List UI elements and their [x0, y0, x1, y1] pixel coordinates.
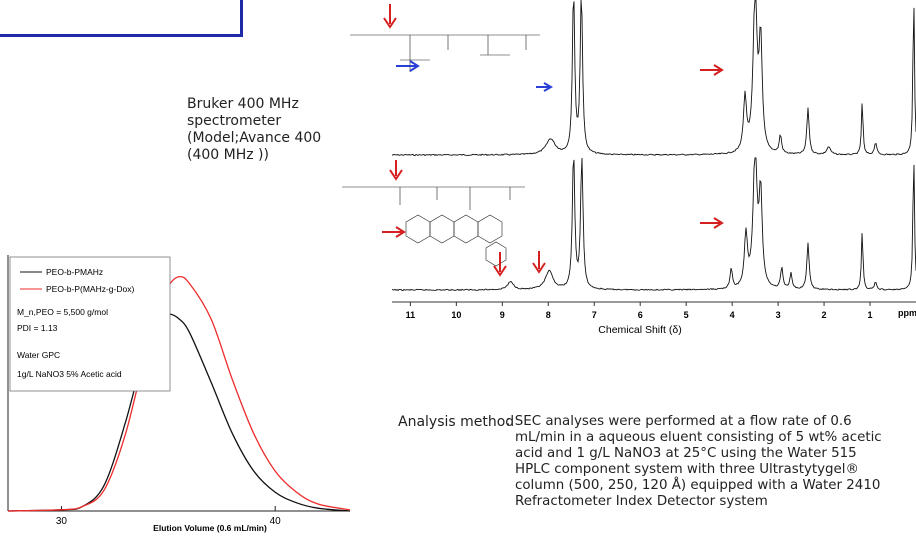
structure-bottom — [342, 186, 525, 267]
arrow-right-icon — [700, 217, 724, 229]
gpc-x-tick-label: 40 — [270, 516, 282, 527]
analysis-description: : SEC analyses were performed at a flow … — [506, 414, 906, 510]
gpc-annotation-mn: M_n,PEO = 5,500 g/mol — [17, 307, 108, 317]
nmr-unit-label: ppm — [898, 308, 916, 318]
analysis-line: column (500, 250, 120 Å) equipped with a… — [515, 478, 881, 493]
analysis-line: acid and 1 g/L NaNO3 at 25°C using the W… — [515, 446, 857, 461]
spectrometer-line: spectrometer — [187, 113, 282, 129]
nmr-xlabel: Chemical Shift (δ) — [598, 324, 681, 336]
spectrometer-line: (400 MHz )) — [187, 147, 269, 163]
spectrometer-line: Bruker 400 MHz — [187, 96, 299, 112]
arrow-down-icon — [383, 4, 397, 29]
analysis-label-text: Analysis method — [398, 414, 515, 430]
arrow-right-icon — [382, 226, 406, 238]
spectrometer-note: Bruker 400 MHz spectrometer (Model;Avanc… — [187, 96, 357, 164]
nmr-x-tick-label: 8 — [546, 310, 551, 320]
nmr-x-tick-label: 11 — [406, 310, 416, 320]
nmr-chart: 11 10 9 8 7 6 5 4 3 2 1 ppm Chemical Shift (δ) — [342, 0, 916, 336]
gpc-series-line — [7, 313, 351, 512]
legend-label: PEO-b-P(MAHz-g-Dox) — [46, 284, 134, 294]
legend-label: PEO-b-PMAHz — [46, 267, 103, 277]
nmr-x-tick-label: 10 — [451, 310, 461, 320]
gpc-annotation-pdi: PDI = 1.13 — [17, 323, 58, 333]
gpc-legend: PEO-b-PMAHz PEO-b-P(MAHz-g-Dox) M_n,PEO … — [9, 256, 171, 392]
gpc-legend-box — [9, 256, 171, 392]
analysis-label: Analysis method — [398, 414, 514, 430]
arrow-down-icon — [493, 252, 507, 277]
nmr-spectrum-line — [391, 0, 916, 157]
gpc-series-line — [7, 275, 351, 512]
nmr-x-tick-label: 1 — [868, 310, 873, 320]
gpc-chart: 30 40 Elution Volume (0.6 mL/min) PEO-b-P… — [7, 255, 351, 533]
nmr-ticks: 11 10 9 8 7 6 5 4 3 2 1 — [406, 302, 873, 320]
gpc-xlabel: Elution Volume (0.6 mL/min) — [153, 523, 267, 533]
arrow-down-icon — [389, 160, 403, 181]
nmr-x-tick-label: 4 — [730, 310, 735, 320]
analysis-line: mL/min in a aqueous eluent consisting of… — [515, 430, 882, 445]
analysis-line: SEC analyses were performed at a flow ra… — [514, 414, 852, 429]
nmr-x-tick-label: 7 — [592, 310, 597, 320]
analysis-line: HPLC component system with three Ultrast… — [515, 462, 859, 477]
arrow-right-icon — [396, 60, 420, 72]
gpc-axes — [7, 255, 350, 512]
spectrometer-line: (Model;Avance 400 — [187, 130, 322, 146]
gpc-x-tick-label: 30 — [56, 516, 68, 527]
analysis-line: Refractometer Index Detector system — [515, 494, 768, 509]
structure-top — [350, 34, 540, 72]
nmr-x-tick-label: 9 — [500, 310, 505, 320]
gpc-annotation-gpc: Water GPC — [17, 350, 60, 360]
gpc-annotation-eluent: 1g/L NaNO3 5% Acetic acid — [17, 369, 122, 379]
nmr-x-tick-label: 2 — [822, 310, 827, 320]
gpc-lines — [7, 275, 351, 512]
arrow-right-icon — [700, 64, 724, 76]
arrow-right-icon — [536, 82, 554, 92]
nmr-x-tick-label: 3 — [776, 310, 781, 320]
nmr-traces — [391, 0, 916, 292]
nmr-x-tick-label: 6 — [638, 310, 643, 320]
nmr-spectrum-line — [391, 157, 916, 292]
nmr-x-tick-label: 5 — [684, 310, 689, 320]
frame-border — [0, 0, 243, 37]
arrow-down-icon — [532, 251, 546, 274]
analysis-colon: : — [506, 414, 511, 429]
